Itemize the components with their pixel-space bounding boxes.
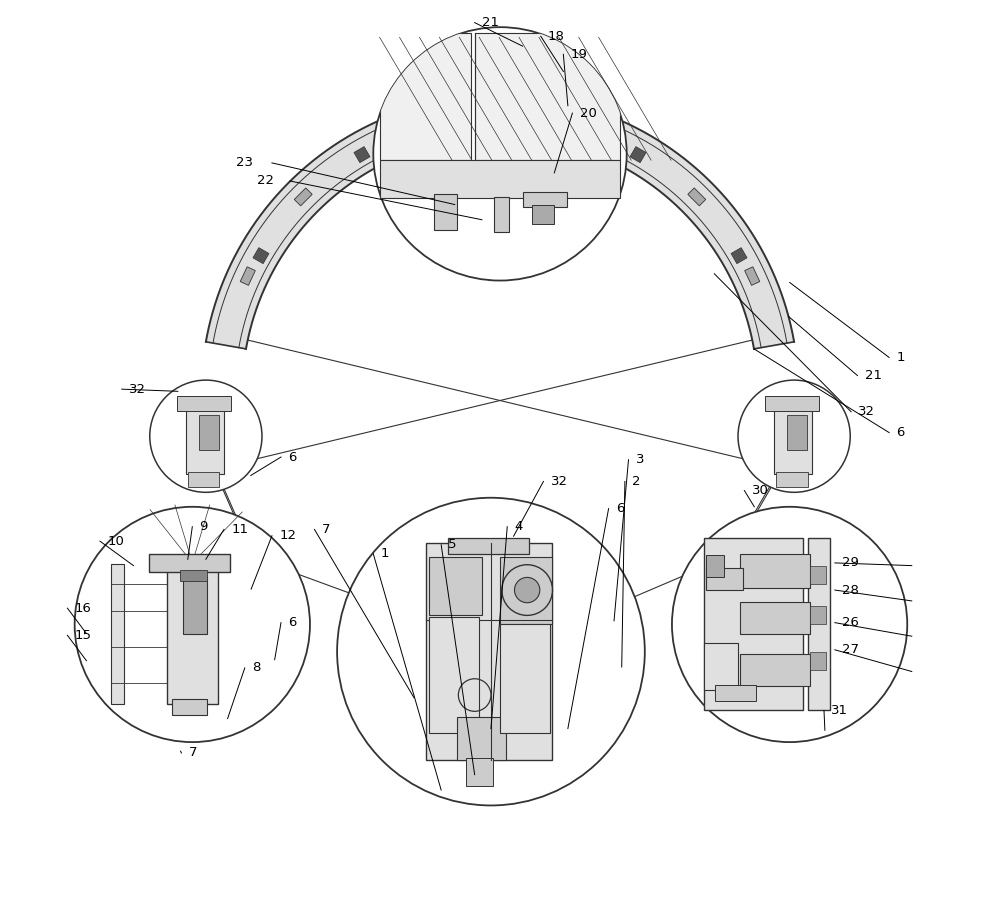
Polygon shape xyxy=(731,248,747,263)
Circle shape xyxy=(75,507,310,742)
Bar xyxy=(448,538,529,554)
Text: 1: 1 xyxy=(896,351,905,364)
Text: 15: 15 xyxy=(75,629,92,642)
Text: 27: 27 xyxy=(842,643,859,656)
Bar xyxy=(167,564,218,704)
Text: 31: 31 xyxy=(831,704,848,717)
Text: 9: 9 xyxy=(200,520,208,533)
Polygon shape xyxy=(354,147,370,163)
Polygon shape xyxy=(387,129,405,143)
Text: 19: 19 xyxy=(571,48,587,61)
Circle shape xyxy=(738,380,850,492)
Text: 6: 6 xyxy=(896,426,905,439)
Text: 11: 11 xyxy=(231,523,248,536)
Circle shape xyxy=(337,498,645,805)
Bar xyxy=(380,160,620,198)
Bar xyxy=(426,543,552,760)
Text: 6: 6 xyxy=(288,616,297,629)
Text: 28: 28 xyxy=(842,584,859,596)
Text: 23: 23 xyxy=(236,157,253,169)
Text: 32: 32 xyxy=(551,475,568,488)
Circle shape xyxy=(150,380,262,492)
Bar xyxy=(500,624,550,733)
Bar xyxy=(149,554,230,572)
Bar xyxy=(457,717,506,760)
Circle shape xyxy=(514,577,540,603)
Polygon shape xyxy=(206,95,794,349)
Bar xyxy=(704,643,738,690)
Text: 21: 21 xyxy=(865,369,882,382)
Bar xyxy=(704,538,803,710)
Polygon shape xyxy=(745,267,760,285)
Text: 16: 16 xyxy=(75,602,92,614)
Text: 29: 29 xyxy=(842,557,859,569)
Text: 18: 18 xyxy=(548,30,565,43)
Polygon shape xyxy=(494,112,506,123)
Bar xyxy=(434,195,457,230)
Bar xyxy=(706,568,743,590)
Polygon shape xyxy=(294,188,312,205)
Text: 26: 26 xyxy=(842,616,859,629)
Text: 2: 2 xyxy=(632,475,641,488)
Text: 8: 8 xyxy=(252,662,260,674)
Bar xyxy=(183,577,207,633)
Bar xyxy=(810,606,826,624)
Bar xyxy=(188,472,219,487)
Polygon shape xyxy=(253,248,269,263)
Polygon shape xyxy=(240,267,255,285)
Bar xyxy=(532,205,554,224)
Bar xyxy=(740,554,810,588)
Bar xyxy=(776,472,808,487)
Text: 1: 1 xyxy=(381,548,389,560)
Bar xyxy=(810,566,826,584)
Polygon shape xyxy=(492,111,508,119)
Bar xyxy=(494,197,509,233)
Text: 32: 32 xyxy=(858,405,875,418)
Polygon shape xyxy=(595,129,613,143)
Circle shape xyxy=(672,507,907,742)
Bar xyxy=(500,557,552,624)
Bar xyxy=(787,415,807,450)
Bar xyxy=(475,33,620,160)
Bar xyxy=(172,699,207,715)
Text: 5: 5 xyxy=(448,538,457,551)
Bar xyxy=(177,396,231,411)
Polygon shape xyxy=(630,147,646,163)
Text: 22: 22 xyxy=(257,175,274,187)
Bar xyxy=(808,538,830,710)
Bar xyxy=(810,652,826,670)
Text: 6: 6 xyxy=(288,451,297,463)
Text: 21: 21 xyxy=(482,16,499,29)
Text: 7: 7 xyxy=(322,523,330,536)
Text: 20: 20 xyxy=(580,107,597,119)
Bar xyxy=(523,192,567,207)
Bar xyxy=(740,602,810,634)
Text: 3: 3 xyxy=(636,453,644,466)
Bar xyxy=(774,400,812,474)
Text: 4: 4 xyxy=(514,520,523,533)
Bar xyxy=(740,654,810,686)
Bar xyxy=(706,555,724,577)
Text: 32: 32 xyxy=(129,383,146,395)
Text: 12: 12 xyxy=(279,529,296,542)
Bar xyxy=(765,396,819,411)
Bar xyxy=(466,758,493,786)
Bar xyxy=(186,400,224,474)
Bar xyxy=(380,33,471,160)
Polygon shape xyxy=(688,188,706,205)
Bar xyxy=(429,557,482,615)
Text: 6: 6 xyxy=(616,502,624,515)
Bar xyxy=(715,685,756,701)
Circle shape xyxy=(373,27,627,281)
Text: 10: 10 xyxy=(107,535,124,548)
Bar xyxy=(111,564,124,704)
Bar xyxy=(199,415,219,450)
Text: 30: 30 xyxy=(752,484,768,497)
Text: 7: 7 xyxy=(189,747,197,759)
Bar xyxy=(180,570,207,581)
Bar xyxy=(429,617,479,733)
